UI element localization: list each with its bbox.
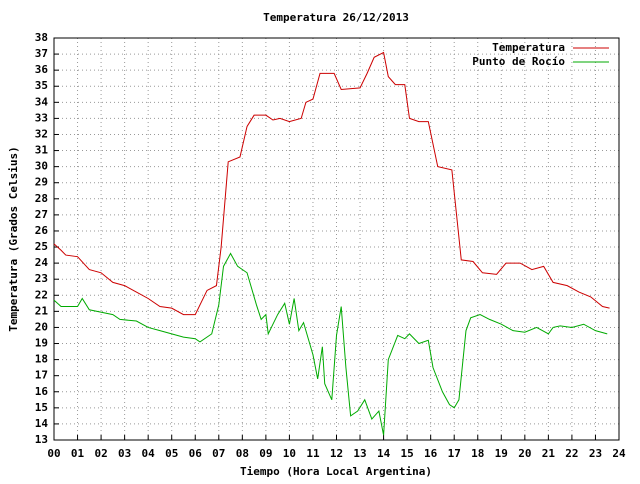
x-tick-label: 15 [401, 447, 414, 460]
y-tick-label: 31 [35, 144, 49, 157]
y-tick-label: 22 [35, 288, 48, 301]
x-tick-label: 21 [542, 447, 556, 460]
y-tick-label: 37 [35, 47, 48, 60]
x-tick-label: 19 [495, 447, 508, 460]
y-tick-label: 32 [35, 127, 48, 140]
x-tick-label: 11 [306, 447, 320, 460]
x-tick-label: 07 [212, 447, 225, 460]
plot-frame [53, 37, 620, 441]
y-tick-label: 16 [35, 385, 49, 398]
x-tick-label: 10 [283, 447, 296, 460]
y-tick-label: 30 [35, 160, 48, 173]
data-line [53, 252, 608, 436]
y-tick-label: 36 [35, 63, 49, 76]
y-tick-label: 27 [35, 208, 48, 221]
y-tick-label: 14 [35, 417, 49, 430]
x-tick-label: 20 [518, 447, 531, 460]
y-tick-label: 20 [35, 320, 48, 333]
legend-label: Punto de Rocío [472, 55, 565, 68]
x-tick-label: 22 [565, 447, 578, 460]
x-tick-label: 05 [165, 447, 178, 460]
x-tick-label: 14 [377, 447, 391, 460]
y-axis-label: Temperatura (Grados Celsius) [7, 146, 20, 331]
x-tick-label: 00 [47, 447, 60, 460]
y-tick-label: 35 [35, 79, 48, 92]
y-tick-label: 34 [35, 95, 49, 108]
y-tick-label: 29 [35, 176, 48, 189]
x-tick-label: 18 [471, 447, 484, 460]
y-tick-label: 18 [35, 353, 48, 366]
y-tick-label: 13 [35, 433, 48, 446]
y-tick-label: 26 [35, 224, 49, 237]
data-line [53, 51, 610, 316]
y-tick-label: 25 [35, 240, 48, 253]
x-tick-label: 13 [353, 447, 366, 460]
legend-label: Temperatura [492, 41, 565, 54]
y-tick-label: 23 [35, 272, 48, 285]
x-tick-label: 02 [94, 447, 107, 460]
y-tick-label: 17 [35, 369, 48, 382]
y-tick-label: 19 [35, 337, 48, 350]
chart-title: Temperatura 26/12/2013 [263, 11, 409, 24]
x-tick-label: 16 [424, 447, 438, 460]
x-tick-label: 23 [589, 447, 602, 460]
x-tick-label: 04 [142, 447, 156, 460]
x-tick-label: 12 [330, 447, 343, 460]
x-axis-label: Tiempo (Hora Local Argentina) [240, 465, 432, 478]
x-tick-label: 17 [448, 447, 461, 460]
x-tick-label: 24 [612, 447, 626, 460]
x-tick-label: 03 [118, 447, 131, 460]
x-tick-label: 06 [189, 447, 203, 460]
y-tick-label: 24 [35, 256, 49, 269]
x-tick-label: 08 [236, 447, 249, 460]
x-tick-label: 09 [259, 447, 272, 460]
y-tick-label: 21 [35, 304, 49, 317]
x-tick-label: 01 [71, 447, 85, 460]
y-tick-label: 15 [35, 401, 48, 414]
y-tick-label: 28 [35, 192, 48, 205]
y-tick-label: 33 [35, 111, 48, 124]
y-tick-label: 38 [35, 31, 48, 44]
